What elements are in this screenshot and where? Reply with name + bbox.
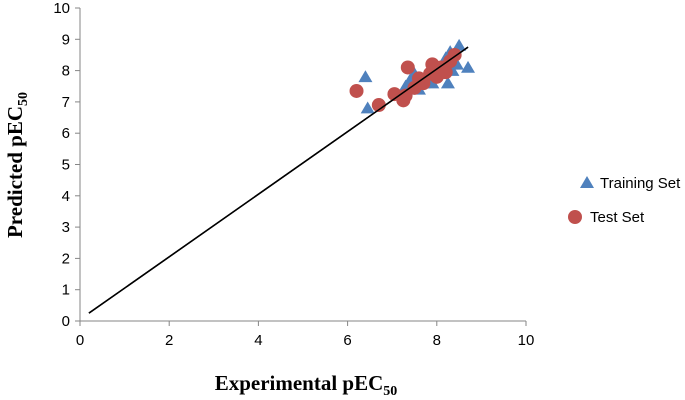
test-set-point bbox=[371, 98, 386, 113]
test-set-point bbox=[349, 83, 364, 98]
x-axis-title: Experimental pEC50 bbox=[215, 371, 398, 399]
legend-label-test-set: Test Set bbox=[590, 209, 645, 226]
y-tick-label: 0 bbox=[62, 313, 70, 330]
x-tick-label: 4 bbox=[254, 332, 262, 349]
y-tick-label: 1 bbox=[62, 282, 70, 299]
legend-item-test-set: Test Set bbox=[568, 209, 645, 226]
x-tick-label: 2 bbox=[165, 332, 173, 349]
legend-item-training-set: Training Set bbox=[580, 175, 681, 192]
legend-label-training-set: Training Set bbox=[600, 175, 681, 192]
data-points bbox=[88, 38, 476, 314]
training-set-point bbox=[360, 101, 375, 114]
y-tick-label: 3 bbox=[62, 219, 70, 236]
y-axis-title-subscript: 50 bbox=[16, 92, 31, 106]
y-axis-title: Predicted pEC50 bbox=[3, 92, 31, 238]
x-tick-label: 8 bbox=[433, 332, 441, 349]
x-axis-title-text: Experimental pEC bbox=[215, 371, 384, 395]
test-set-point bbox=[438, 65, 453, 80]
x-tick-label: 10 bbox=[518, 332, 535, 349]
y-tick-label: 9 bbox=[62, 31, 70, 48]
y-tick-label: 2 bbox=[62, 250, 70, 267]
training-set-point bbox=[440, 76, 455, 89]
x-tick-label: 6 bbox=[343, 332, 351, 349]
x-axis-ticks: 0 2 4 6 8 10 bbox=[76, 321, 535, 349]
trendline bbox=[88, 46, 469, 314]
legend: Training Set Test Set bbox=[568, 175, 681, 226]
y-tick-label: 10 bbox=[53, 0, 70, 17]
y-axis-title-text: Predicted pEC bbox=[3, 106, 27, 238]
x-axis-title-subscript: 50 bbox=[383, 384, 397, 399]
legend-marker-triangle bbox=[580, 176, 594, 188]
x-tick-label: 0 bbox=[76, 332, 84, 349]
training-set-point bbox=[461, 60, 476, 73]
y-tick-label: 7 bbox=[62, 94, 70, 111]
y-tick-label: 4 bbox=[62, 188, 70, 205]
training-set-point bbox=[452, 38, 467, 51]
y-tick-label: 6 bbox=[62, 125, 70, 142]
training-set-point bbox=[358, 70, 373, 83]
y-tick-label: 5 bbox=[62, 157, 70, 174]
test-set-point bbox=[400, 60, 415, 75]
y-tick-label: 8 bbox=[62, 63, 70, 80]
legend-marker-circle bbox=[568, 210, 582, 224]
y-axis-ticks: 0 1 2 3 4 5 6 7 8 9 10 bbox=[53, 0, 80, 330]
